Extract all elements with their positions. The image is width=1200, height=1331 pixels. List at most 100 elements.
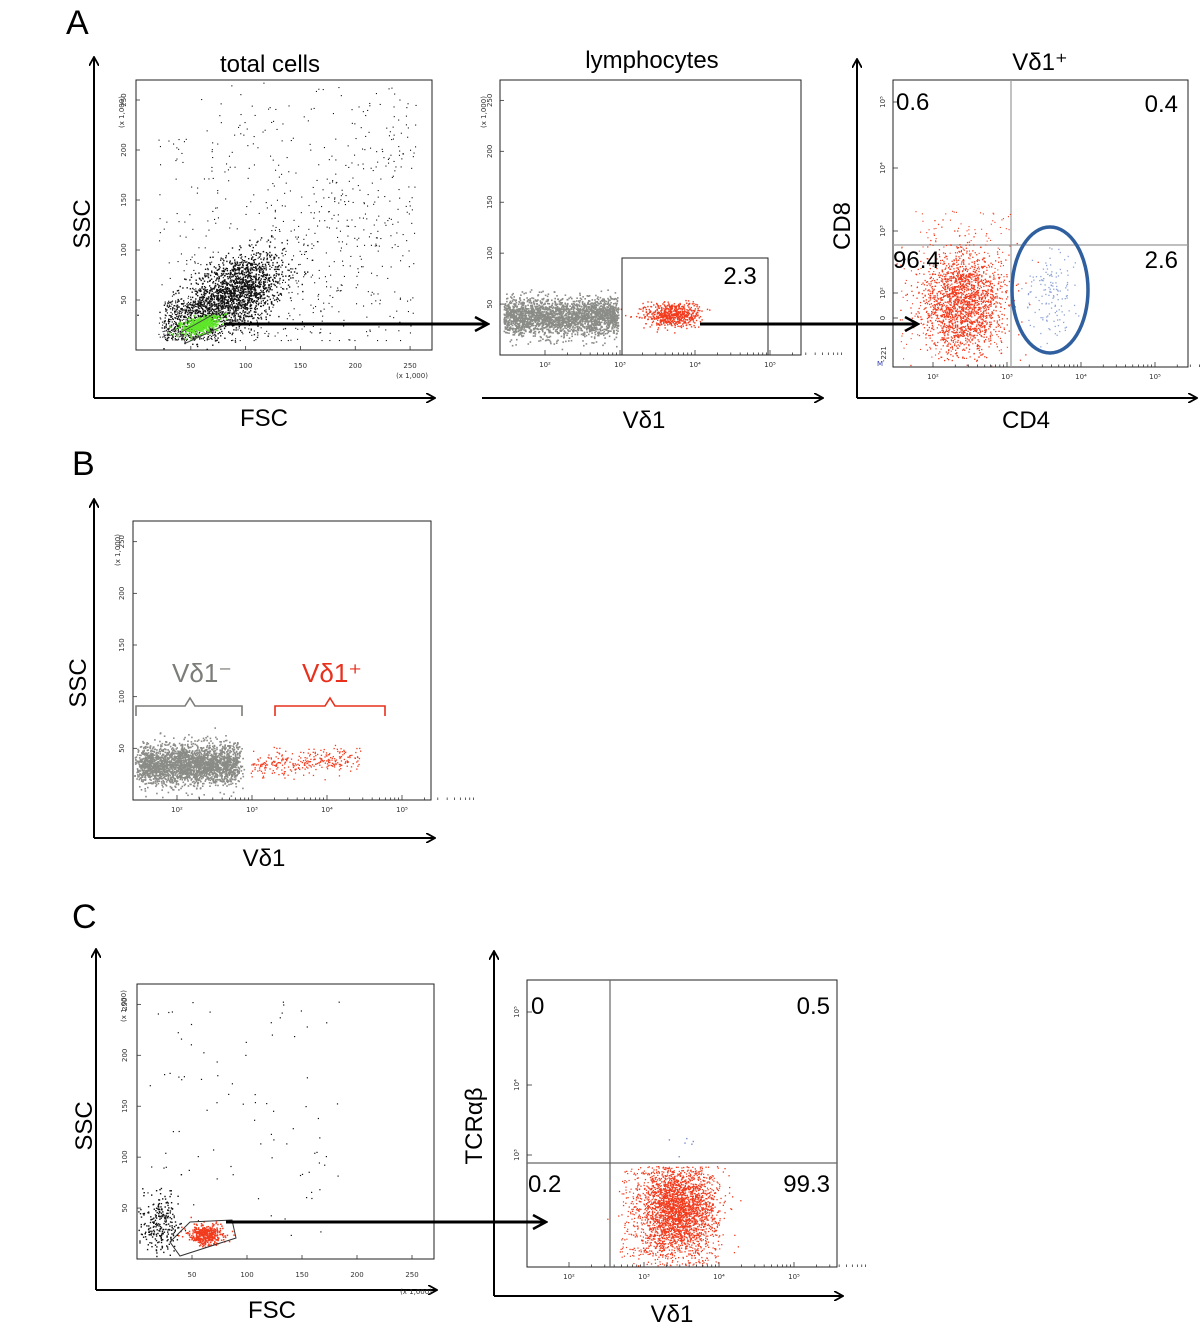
a1-point-total xyxy=(185,337,186,338)
a1-point-total xyxy=(238,257,239,258)
a1-point-total xyxy=(299,314,300,315)
a1-point-total xyxy=(199,299,200,300)
a1-point-total xyxy=(334,215,335,216)
a1-point-total xyxy=(367,110,368,111)
a1-point-total xyxy=(376,151,377,152)
a1-point-total xyxy=(214,292,215,293)
a1-point-total xyxy=(245,291,246,292)
a1-point-total xyxy=(233,288,234,289)
a1-point-total xyxy=(239,245,240,246)
a1-point-gated xyxy=(226,318,228,320)
a1-point-total xyxy=(234,295,235,296)
a1-point-total xyxy=(239,281,240,282)
a1-point-total xyxy=(236,327,237,328)
a1-point-total xyxy=(410,332,411,333)
a1-point-total xyxy=(240,267,241,268)
a1-point-total xyxy=(169,335,170,336)
a1-point-total xyxy=(311,243,312,244)
a1-point-total xyxy=(246,307,247,308)
a1-point-total xyxy=(268,109,269,110)
a1-point-total xyxy=(273,257,274,258)
a1-point-total xyxy=(307,258,308,259)
a1-point-total xyxy=(166,315,167,316)
a1-point-total xyxy=(395,166,396,167)
a2-point-negative xyxy=(586,326,588,328)
a1-point-total xyxy=(391,88,392,89)
a1-point-total xyxy=(260,286,261,287)
a1-point-total xyxy=(255,245,256,246)
a1-point-total xyxy=(318,89,319,90)
a1-point-total xyxy=(258,252,259,253)
a1-point-total xyxy=(219,277,220,278)
a1-point-total xyxy=(202,296,203,297)
a1-point-total xyxy=(268,333,269,334)
a1-point-total xyxy=(208,178,209,179)
a1-point-gated xyxy=(207,315,209,317)
a1-point-total xyxy=(266,259,267,260)
a1-point-total xyxy=(201,338,202,339)
a1-point-total xyxy=(215,267,216,268)
a1-point-total xyxy=(275,170,276,171)
a1-point-total xyxy=(199,288,200,289)
a1-point-total xyxy=(204,286,205,287)
a2-point-negative xyxy=(577,334,579,336)
a1-point-total xyxy=(255,284,256,285)
a1-point-total xyxy=(256,303,257,304)
a1-point-gated xyxy=(202,331,204,333)
a1-point-total xyxy=(247,129,248,130)
a1-point-total xyxy=(221,275,222,276)
a1-point-total xyxy=(206,236,207,237)
a1-point-total xyxy=(280,267,281,268)
a1-point-total xyxy=(226,282,227,283)
a1-point-total xyxy=(295,237,296,238)
a1-point-total xyxy=(240,257,241,258)
a1-point-total xyxy=(240,133,241,134)
a2-point-negative xyxy=(610,296,612,298)
a1-point-total xyxy=(303,239,304,240)
a1-point-total xyxy=(281,294,282,295)
a1-point-total xyxy=(168,320,169,321)
a1-point-total xyxy=(180,336,181,337)
a1-point-total xyxy=(260,297,261,298)
a1-point-total xyxy=(228,253,229,254)
a1-point-total xyxy=(239,270,240,271)
a1-point-total xyxy=(269,307,270,308)
a2-point-negative xyxy=(617,330,619,332)
a1-point-total xyxy=(209,307,210,308)
a2-point-negative xyxy=(506,301,508,303)
a1-point-total xyxy=(269,269,270,270)
a1-point-total xyxy=(172,309,173,310)
a2-point-negative xyxy=(552,303,554,305)
a1-point-total xyxy=(184,141,185,142)
a1-point-total xyxy=(164,305,165,306)
a1-point-total xyxy=(246,285,247,286)
a1-point-total xyxy=(226,255,227,256)
a1-point-total xyxy=(186,139,187,140)
panel-label-c: C xyxy=(72,898,97,936)
a1-point-total xyxy=(193,305,194,306)
a1-point-total xyxy=(229,319,230,320)
a1-point-total xyxy=(230,260,231,261)
a1-point-total xyxy=(175,338,176,339)
a1-point-total xyxy=(176,179,177,180)
a1-point-total xyxy=(241,308,242,309)
a1-point-total xyxy=(266,202,267,203)
a1-point-total xyxy=(172,321,173,322)
a1-point-total xyxy=(264,333,265,334)
a1-point-total xyxy=(288,279,289,280)
a1-point-total xyxy=(277,274,278,275)
a1-point-total xyxy=(330,295,331,296)
a1-point-total xyxy=(212,157,213,158)
a1-point-total xyxy=(281,340,282,341)
a1-point-total xyxy=(231,276,232,277)
a1-point-total xyxy=(255,309,256,310)
a1-point-total xyxy=(188,302,189,303)
a1-point-total xyxy=(201,99,202,100)
a1-point-total xyxy=(210,311,211,312)
a1-point-total xyxy=(199,301,200,302)
a1-point-total xyxy=(160,218,161,219)
a1-point-total xyxy=(254,287,255,288)
a1-point-total xyxy=(159,323,160,324)
a1-point-total xyxy=(227,287,228,288)
a1-point-total xyxy=(399,155,400,156)
